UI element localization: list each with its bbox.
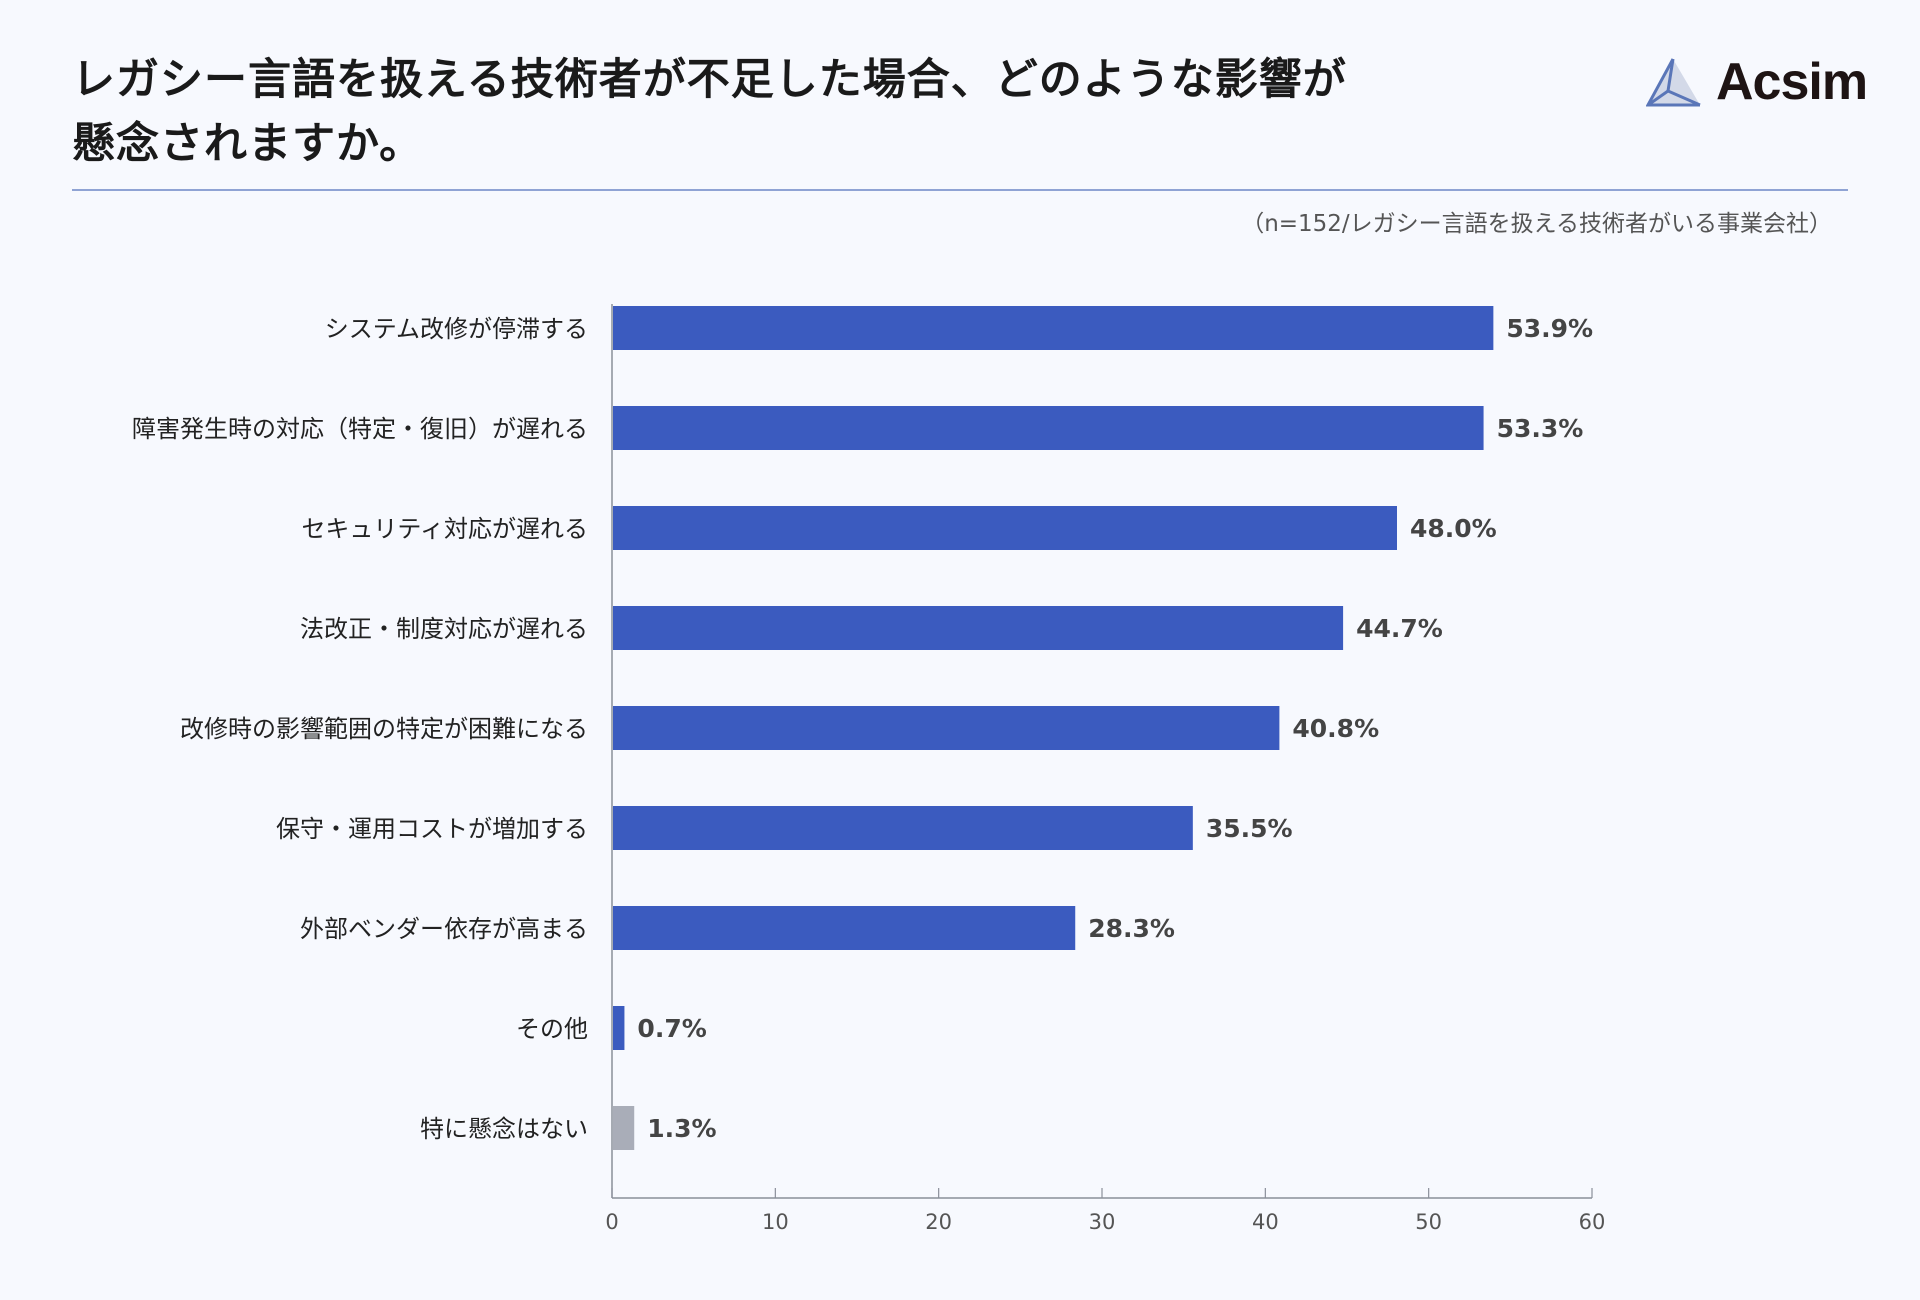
category-label: 障害発生時の対応（特定・復旧）が遅れる — [132, 415, 588, 443]
category-label: セキュリティ対応が遅れる — [301, 515, 588, 543]
x-tick-label: 50 — [1415, 1210, 1442, 1234]
value-label: 48.0% — [1410, 514, 1497, 543]
title-line-1: レガシー言語を扱える技術者が不足した場合、どのような影響が — [72, 55, 1347, 105]
acsim-logo: Acsim — [1646, 52, 1868, 112]
bar — [613, 706, 1280, 750]
category-label: 改修時の影響範囲の特定が困難になる — [180, 715, 588, 743]
category-label: 外部ベンダー依存が高まる — [300, 915, 588, 943]
sample-note: （n=152/レガシー言語を扱える技術者がいる事業会社） — [1241, 211, 1832, 237]
bar — [613, 406, 1484, 450]
x-tick-label: 40 — [1252, 1210, 1279, 1234]
x-tick-label: 10 — [762, 1210, 789, 1234]
value-label: 0.7% — [637, 1014, 706, 1043]
x-tick-label: 60 — [1579, 1210, 1606, 1234]
bar — [613, 906, 1076, 950]
category-label: 保守・運用コストが増加する — [276, 815, 588, 843]
category-label: 特に懸念はない — [420, 1115, 588, 1143]
value-label: 35.5% — [1206, 814, 1293, 843]
category-label: 法改正・制度対応が遅れる — [300, 615, 588, 643]
x-tick-label: 30 — [1089, 1210, 1116, 1234]
logo-text: Acsim — [1716, 53, 1868, 111]
value-label: 1.3% — [647, 1114, 716, 1143]
bar — [613, 1106, 635, 1150]
title-line-2: 懸念されますか。 — [72, 119, 424, 169]
bar — [613, 1006, 625, 1050]
value-label: 40.8% — [1292, 714, 1379, 743]
bar — [613, 806, 1193, 850]
x-tick-label: 0 — [605, 1210, 618, 1234]
title-divider — [72, 189, 1848, 191]
value-label: 53.3% — [1497, 414, 1584, 443]
value-label: 53.9% — [1506, 314, 1593, 343]
value-label: 28.3% — [1088, 914, 1175, 943]
x-tick-label: 20 — [925, 1210, 952, 1234]
chart-title: レガシー言語を扱える技術者が不足した場合、どのような影響が 懸念されますか。 — [72, 48, 1452, 176]
bar — [613, 506, 1397, 550]
bar — [613, 306, 1494, 350]
category-label: その他 — [516, 1015, 588, 1043]
bar — [613, 606, 1344, 650]
value-label: 44.7% — [1356, 614, 1443, 643]
triangle-logo-icon — [1646, 58, 1701, 107]
category-label: システム改修が停滞する — [325, 315, 588, 343]
